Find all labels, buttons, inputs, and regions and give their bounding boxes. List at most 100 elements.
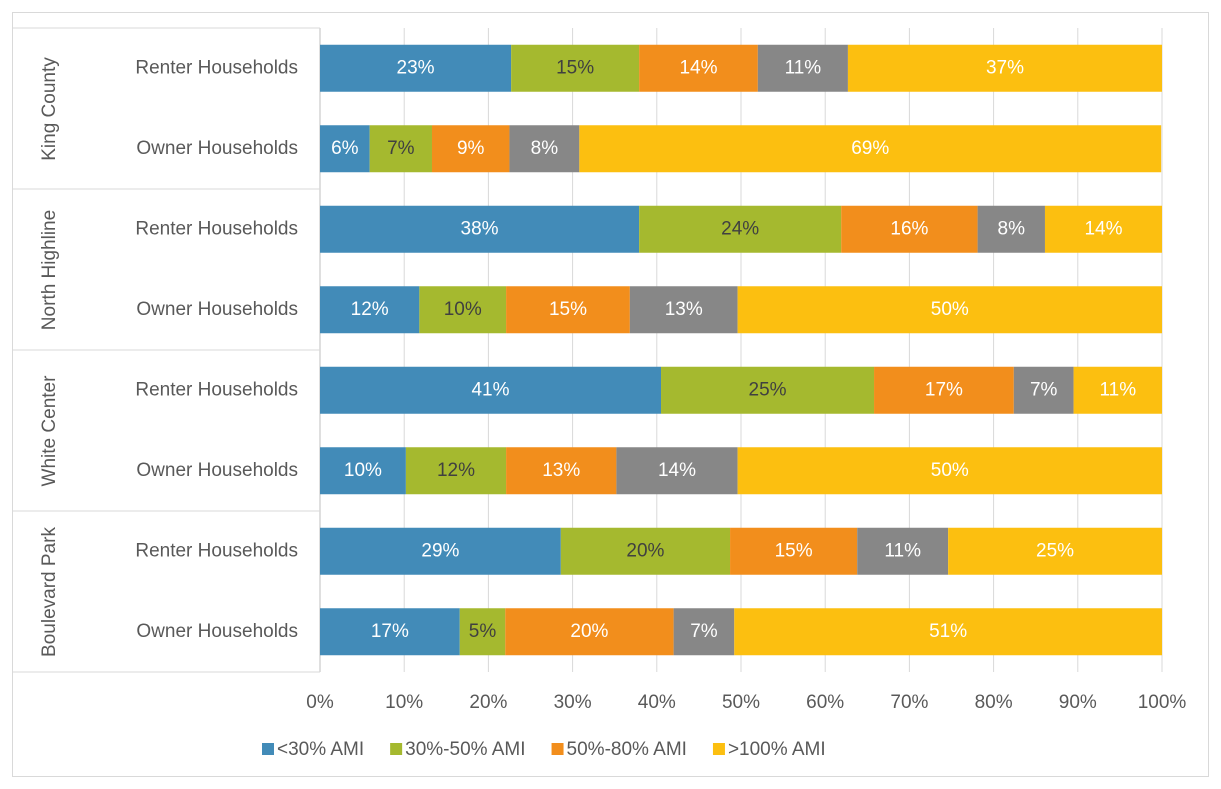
y-tick-label: Owner Households	[136, 621, 298, 642]
bar-segment	[737, 286, 1162, 334]
data-label: 23%	[397, 57, 435, 78]
data-label: 69%	[851, 138, 889, 159]
data-label: 38%	[461, 218, 499, 239]
bar-segment	[616, 447, 738, 495]
bar-segment	[1044, 205, 1162, 253]
bar-segment	[431, 125, 510, 173]
chart-border	[12, 12, 1209, 777]
y-tick-label: Renter Households	[135, 379, 298, 400]
data-label: 14%	[679, 57, 717, 78]
bar-segment	[320, 205, 640, 253]
bar-segment	[505, 608, 674, 656]
data-label: 12%	[351, 299, 389, 320]
bar-segment	[857, 527, 949, 575]
data-label: 10%	[344, 460, 382, 481]
x-tick-label: 50%	[722, 692, 760, 713]
bar-segment	[977, 205, 1045, 253]
legend-label: <30% AMI	[277, 739, 364, 760]
bar-segment	[874, 366, 1014, 414]
bar-segment	[847, 44, 1162, 92]
bar-segment	[639, 205, 842, 253]
y-tick-label: Renter Households	[135, 57, 298, 78]
data-label: 12%	[437, 460, 475, 481]
data-label: 20%	[570, 621, 608, 642]
data-label: 11%	[884, 540, 921, 561]
data-label: 11%	[1099, 379, 1136, 400]
bar-segment	[509, 125, 580, 173]
legend-swatch	[262, 743, 274, 755]
bar-segment	[320, 286, 420, 334]
data-label: 7%	[1030, 379, 1058, 400]
data-label: 41%	[471, 379, 509, 400]
bar-segment	[506, 447, 617, 495]
y-tick-label: Owner Households	[136, 138, 298, 159]
data-label: 16%	[890, 218, 928, 239]
data-label: 24%	[721, 218, 759, 239]
legend-label: 50%-80% AMI	[567, 739, 687, 760]
data-label: 17%	[371, 621, 409, 642]
bar-segment	[737, 447, 1162, 495]
legend-swatch	[551, 743, 564, 755]
group-label: Boulevard Park	[39, 526, 60, 657]
bar-segment	[320, 447, 406, 495]
data-label: 51%	[929, 621, 967, 642]
data-label: 5%	[469, 621, 497, 642]
data-label: 8%	[531, 138, 559, 159]
bar-segment	[320, 125, 370, 173]
legend-label: 30%-50% AMI	[405, 739, 525, 760]
bar-segment	[320, 608, 460, 656]
bar-segment	[948, 527, 1162, 575]
data-label: 7%	[690, 621, 718, 642]
bar-segment	[661, 366, 875, 414]
data-label: 25%	[1036, 540, 1074, 561]
data-label: 15%	[556, 57, 594, 78]
bar-segment	[419, 286, 507, 334]
data-label: 20%	[626, 540, 664, 561]
data-label: 13%	[665, 299, 703, 320]
bar-segment	[459, 608, 506, 656]
bar-segment	[734, 608, 1162, 656]
bar-segment	[579, 125, 1162, 173]
group-label: King County	[39, 56, 60, 161]
legend-label: >100% AMI	[728, 739, 826, 760]
x-tick-label: 10%	[385, 692, 423, 713]
legend-swatch	[390, 743, 403, 755]
y-tick-label: Owner Households	[136, 299, 298, 320]
y-tick-label: Owner Households	[136, 460, 298, 481]
data-label: 17%	[925, 379, 963, 400]
data-label: 7%	[387, 138, 415, 159]
data-label: 10%	[444, 299, 482, 320]
y-tick-label: Renter Households	[135, 218, 298, 239]
bar-segment	[629, 286, 738, 334]
bar-segment	[320, 527, 561, 575]
x-tick-label: 0%	[306, 692, 334, 713]
x-tick-label: 70%	[890, 692, 928, 713]
data-label: 15%	[775, 540, 813, 561]
data-label: 14%	[658, 460, 696, 481]
data-label: 15%	[549, 299, 587, 320]
data-label: 14%	[1084, 218, 1122, 239]
data-label: 13%	[542, 460, 580, 481]
x-tick-label: 30%	[554, 692, 592, 713]
x-tick-label: 90%	[1059, 692, 1097, 713]
bar-segment	[369, 125, 432, 173]
legend-swatch	[712, 743, 725, 755]
x-tick-label: 100%	[1138, 692, 1187, 713]
x-tick-label: 40%	[638, 692, 676, 713]
x-tick-label: 60%	[806, 692, 844, 713]
data-label: 9%	[457, 138, 485, 159]
bar-segment	[320, 366, 662, 414]
x-tick-label: 80%	[975, 692, 1013, 713]
data-label: 25%	[749, 379, 787, 400]
group-label: White Center	[39, 375, 60, 486]
data-label: 11%	[785, 57, 822, 78]
bar-segment	[730, 527, 858, 575]
data-label: 50%	[931, 460, 969, 481]
data-label: 6%	[331, 138, 359, 159]
bar-segment	[639, 44, 758, 92]
data-label: 29%	[421, 540, 459, 561]
data-label: 8%	[998, 218, 1026, 239]
bar-segment	[757, 44, 848, 92]
